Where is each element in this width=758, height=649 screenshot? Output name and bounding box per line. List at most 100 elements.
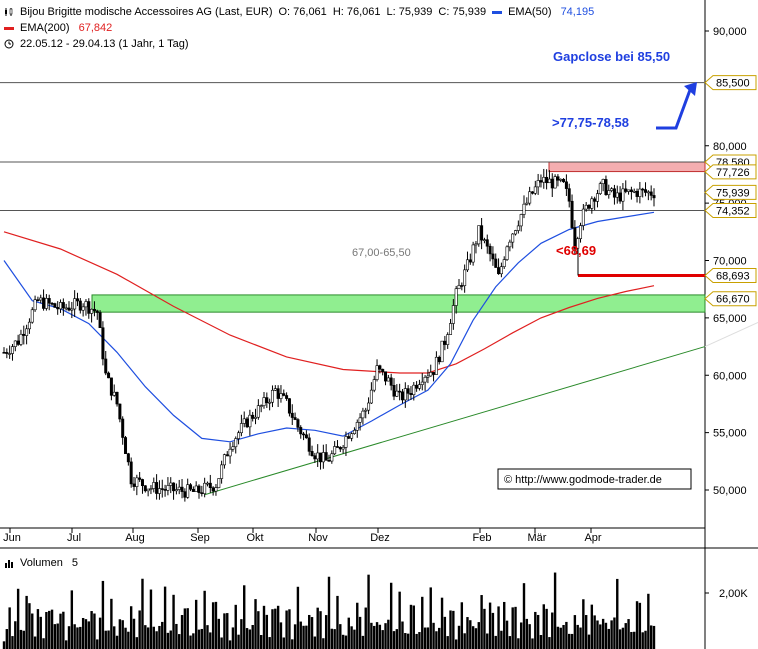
volume-bar: [291, 639, 294, 649]
volume-bar: [310, 617, 314, 649]
candle-body: [109, 377, 113, 396]
volume-bar: [53, 624, 57, 649]
volume-bar: [48, 610, 51, 649]
volume-bar: [616, 578, 619, 649]
volume-bar: [483, 608, 486, 649]
support-zone-label: 67,00-65,50: [352, 247, 411, 259]
candle-body: [208, 482, 212, 488]
volume-bar: [562, 625, 565, 649]
volume-bar: [172, 594, 175, 649]
candle-body: [302, 433, 306, 436]
volume-bar: [183, 608, 187, 649]
candle-body: [570, 200, 574, 228]
candle-body: [121, 418, 125, 438]
candle-body: [474, 243, 478, 246]
candle-body: [186, 484, 190, 498]
candle-body: [39, 297, 43, 301]
volume-bar: [548, 637, 551, 649]
volume-bar: [2, 641, 6, 649]
volume-bar: [16, 588, 20, 649]
candle-body: [573, 227, 577, 249]
volume-bar: [627, 619, 630, 649]
volume-bar: [613, 617, 616, 649]
volume-bar: [76, 627, 79, 649]
volume-bar: [279, 622, 283, 649]
candle-body: [157, 488, 161, 494]
candle-body: [293, 417, 297, 420]
volume-bar: [454, 639, 458, 649]
candle-body: [285, 395, 289, 399]
candle-body: [364, 409, 368, 412]
candle-body: [180, 486, 184, 492]
candles-icon: [4, 7, 14, 17]
volume-bar: [539, 635, 543, 649]
candle-body: [576, 238, 580, 249]
candle-body: [5, 352, 9, 354]
candle-body: [471, 244, 475, 263]
volume-bar: [525, 618, 529, 649]
volume-bar: [322, 638, 325, 649]
volume-bar: [45, 611, 48, 649]
volume-bar: [39, 616, 42, 649]
volume-bar: [440, 597, 444, 649]
candle-body: [556, 176, 560, 181]
volume-bar: [607, 628, 610, 649]
volume-bar: [129, 606, 133, 649]
volume-bar: [271, 609, 274, 649]
candle-body: [189, 484, 193, 490]
volume-bar: [534, 611, 537, 649]
candle-body: [635, 190, 639, 197]
volume-bar: [641, 632, 644, 649]
volume-bar: [33, 636, 37, 649]
close-value: C: 75,939: [438, 6, 487, 18]
volume-bar: [285, 610, 288, 649]
candle-body: [194, 485, 198, 492]
volume-bar: [522, 583, 526, 649]
candle-body: [454, 288, 458, 306]
volume-bar: [163, 586, 167, 649]
candle-body: [494, 258, 498, 268]
volume-bar: [206, 625, 209, 649]
volume-bar: [367, 574, 370, 649]
candle-body: [333, 446, 337, 455]
candle-body: [412, 384, 416, 396]
volume-bar: [474, 628, 478, 649]
y-axis-tick-label: 65,000: [713, 313, 747, 325]
candle-body: [627, 189, 631, 192]
candle-body: [256, 405, 260, 418]
volume-bar: [412, 605, 415, 649]
candle-body: [251, 414, 255, 419]
volume-bar: [536, 614, 540, 649]
volume-bar: [209, 632, 212, 649]
volume-bar: [486, 633, 489, 649]
candle-body: [237, 432, 241, 439]
candle-body: [220, 464, 224, 479]
volume-bar: [644, 630, 647, 649]
volume-bar: [248, 629, 252, 649]
candle-body: [624, 188, 628, 192]
candle-body: [547, 178, 551, 184]
volume-bar: [508, 636, 512, 649]
candle-body: [632, 190, 636, 193]
volume-bar: [166, 632, 170, 649]
volume-bar: [344, 635, 348, 649]
volume-bar: [514, 606, 517, 649]
candle-body: [593, 198, 597, 202]
volume-bar: [579, 627, 582, 649]
volume-bar: [336, 595, 339, 649]
volume-bar: [404, 633, 407, 649]
candle-body: [217, 478, 221, 488]
volume-bar: [423, 627, 427, 649]
candle-body: [254, 416, 258, 419]
volume-bar: [243, 585, 246, 649]
candle-body: [381, 368, 385, 373]
volume-bar: [276, 605, 280, 649]
candle-body: [61, 302, 65, 309]
volume-bar: [14, 621, 17, 649]
candle-body: [205, 482, 209, 485]
candle-body: [276, 388, 280, 399]
candle-body: [372, 379, 376, 391]
x-axis-tick-label: Aug: [125, 532, 145, 544]
volume-bar: [186, 608, 189, 649]
volume-bar: [347, 617, 350, 649]
